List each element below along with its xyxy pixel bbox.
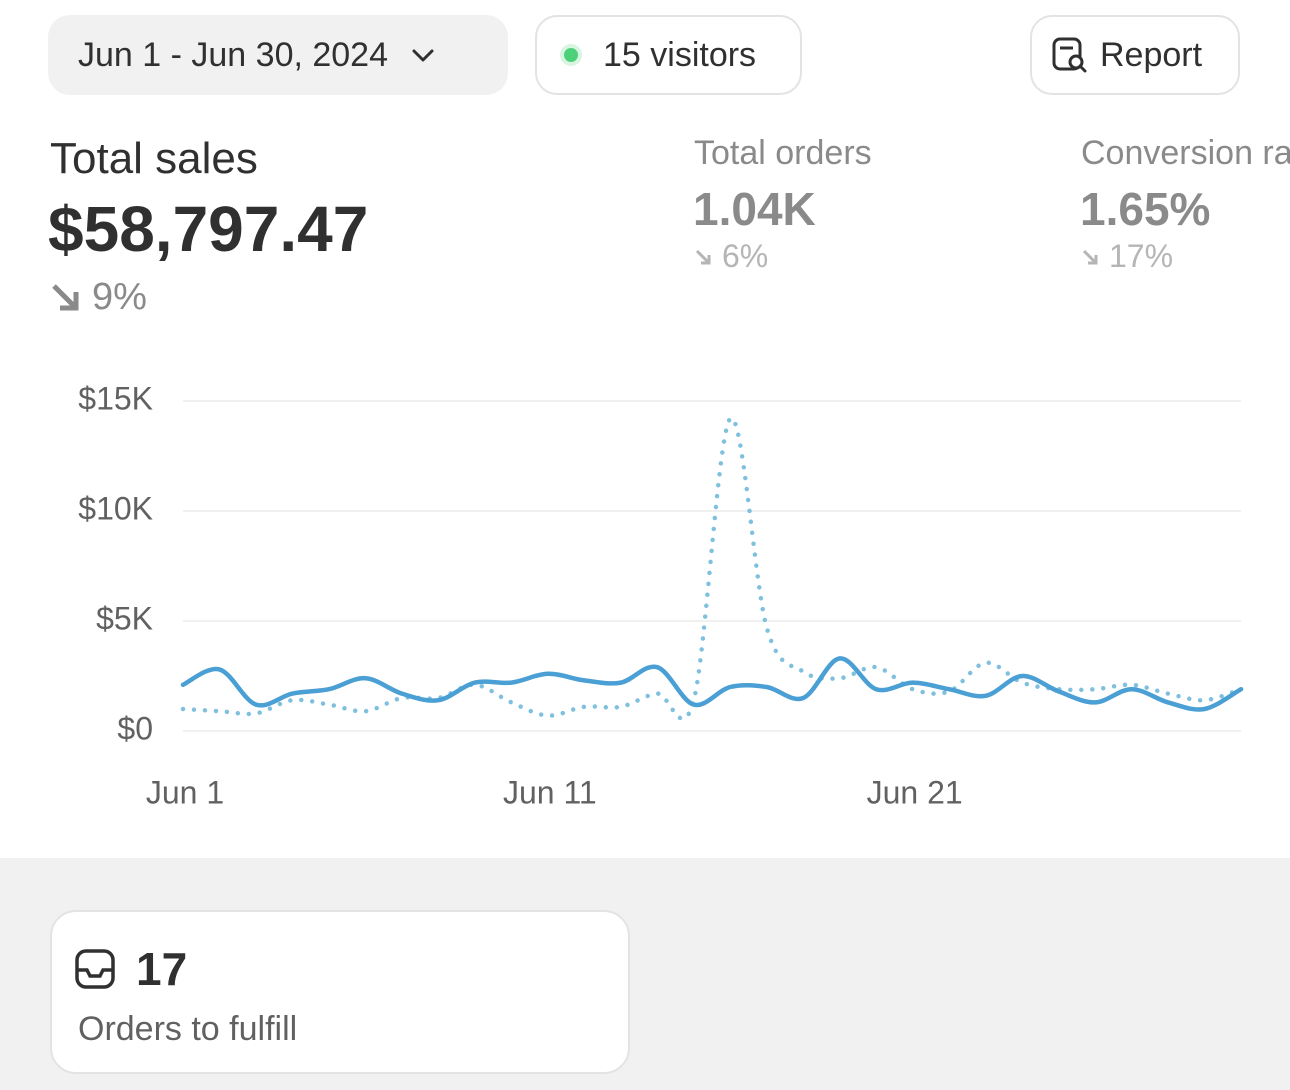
series-line [180,416,1244,721]
metric-clip: Conversion rate 1.65% 17% [1080,130,1290,280]
y-tick-label: $5K [96,600,153,636]
x-tick-label: Jun 1 [146,774,224,810]
x-tick-label: Jun 11 [503,774,597,810]
visitors-button[interactable]: 15 visitors [535,15,802,95]
orders-card[interactable]: 17 Orders to fulfill [50,910,630,1074]
date-range: Jun 1 - Jun 30, 2024 [78,35,389,74]
y-tick-label: $10K [78,490,153,526]
series-line [180,656,1244,712]
metric-change: 6% [722,238,769,274]
metric-value: 1.04K [693,183,816,235]
x-tick-label: Jun 21 [867,774,963,810]
y-tick-label: $0 [117,710,153,746]
metric-label: Total sales [50,134,258,183]
metric-label: Conversion rate [1081,134,1290,172]
live-dot [560,44,582,66]
metric-value: 1.65% [1080,183,1211,235]
down-arrow [695,249,711,264]
chart: $0 $5K $10K $15K Jun 1 Jun 11 Jun 21 [78,380,1244,810]
visitors: 15 visitors [603,35,757,74]
report-button[interactable]: Report [1030,15,1240,95]
down-arrow [52,283,79,310]
metric-change-row: 9% [50,276,147,319]
chevron-icon [412,49,434,62]
lower-section: 17 Orders to fulfill [0,858,1290,1090]
metric-label: Total orders [694,134,872,172]
metric-change-row: 17% [1081,238,1173,275]
orders-label: Orders to fulfill [78,1010,298,1048]
down-arrow [1082,249,1098,264]
inbox-icon [75,949,115,989]
metric-value: $58,797.47 [48,193,369,265]
y-tick-label: $15K [78,380,153,416]
report-icon [1052,37,1087,73]
orders-count: 17 [136,943,188,995]
metric-change: 9% [92,276,147,318]
metric-change-row: 6% [694,238,768,275]
metric-change: 17% [1109,238,1174,274]
report: Report [1100,35,1203,74]
date-range-button[interactable]: Jun 1 - Jun 30, 2024 [48,15,508,95]
